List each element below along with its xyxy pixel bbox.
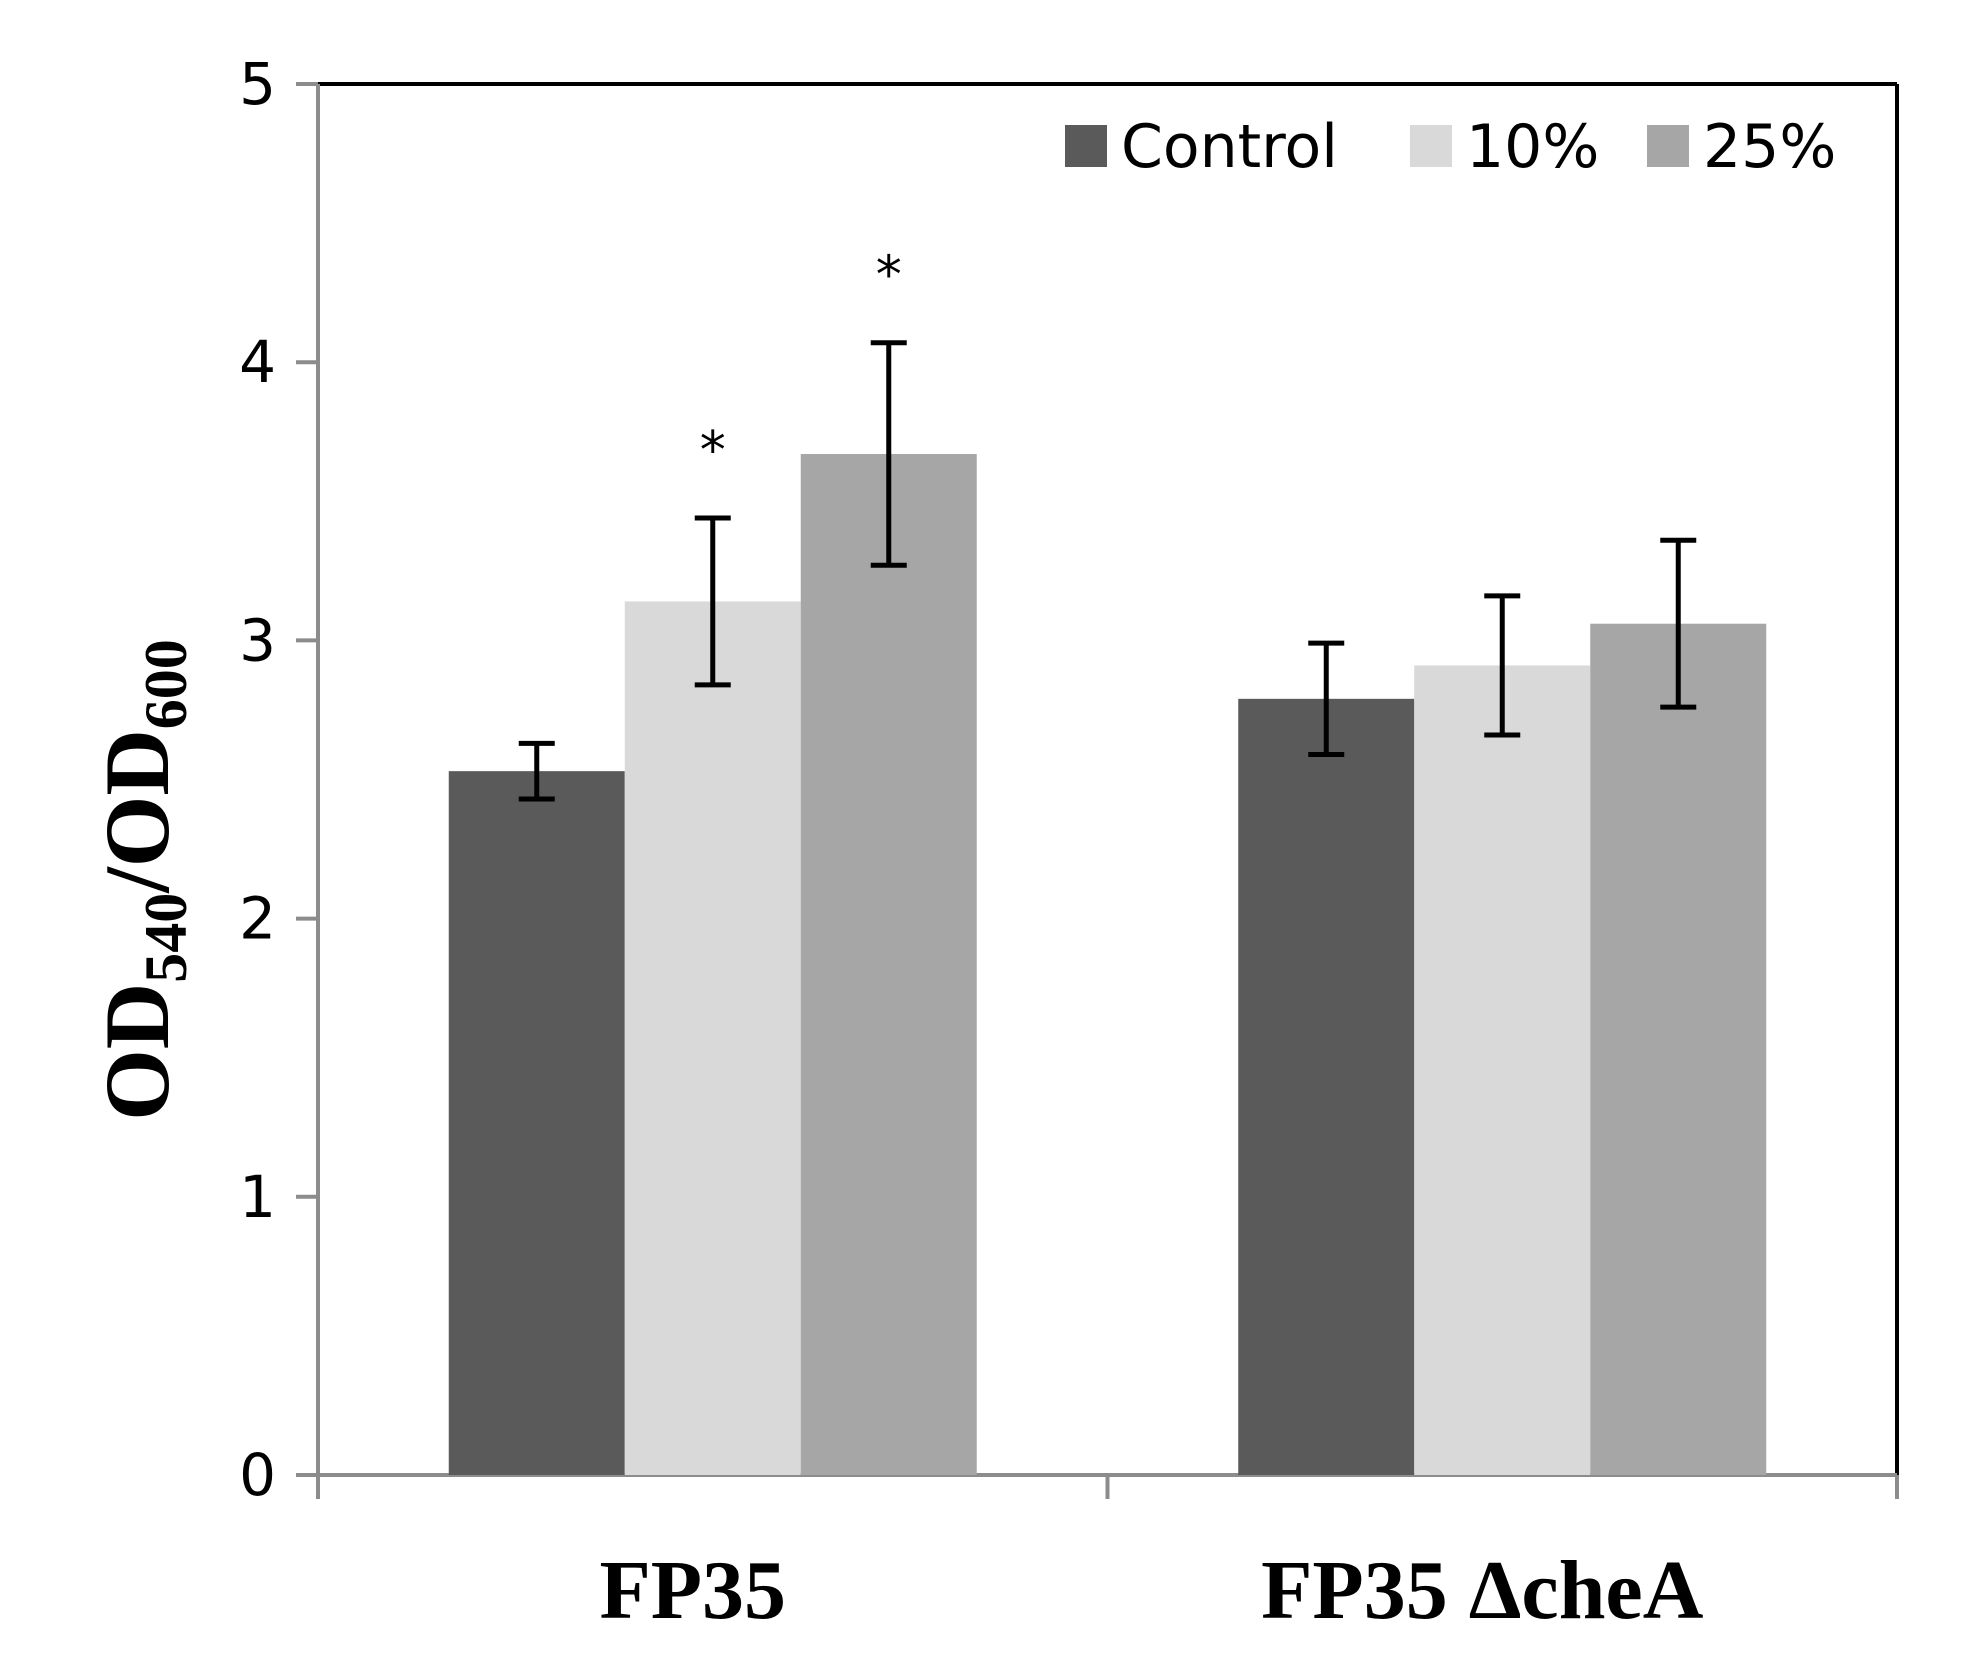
significance-marker: * (700, 421, 726, 481)
y-tick-label: 4 (239, 328, 276, 396)
error-bars (518, 340, 1697, 802)
legend-label: Control (1121, 112, 1338, 182)
bar (448, 771, 625, 1475)
bar (1414, 665, 1591, 1475)
plot-frame (318, 82, 1899, 1475)
y-tick-label: 3 (239, 606, 276, 674)
bar (1238, 698, 1415, 1475)
legend-swatch (1410, 125, 1452, 167)
x-category-label: FP35 ΔcheA (1261, 1544, 1704, 1637)
legend-label: 10% (1466, 112, 1599, 182)
y-tick-label: 2 (239, 885, 276, 953)
x-category-label: FP35 (599, 1544, 786, 1637)
legend-swatch (1065, 125, 1107, 167)
legend: Control 10% 25% (1065, 112, 1836, 182)
y-tick-label: 1 (239, 1163, 276, 1231)
bar (800, 454, 977, 1476)
legend-label: 25% (1703, 112, 1836, 182)
significance-marker: * (876, 246, 902, 306)
y-tick-label: 0 (239, 1441, 276, 1509)
legend-swatch (1647, 125, 1689, 167)
bar (624, 601, 801, 1475)
bar (1590, 623, 1767, 1475)
y-tick-label: 5 (239, 50, 276, 118)
x-axis: FP35 FP35 ΔcheA (316, 1473, 1899, 1637)
significance-markers: ** (700, 246, 902, 481)
bars (448, 454, 1767, 1476)
y-axis-label: OD540/OD600 (86, 639, 199, 1121)
y-axis: 0 1 2 3 4 5 (239, 50, 320, 1509)
